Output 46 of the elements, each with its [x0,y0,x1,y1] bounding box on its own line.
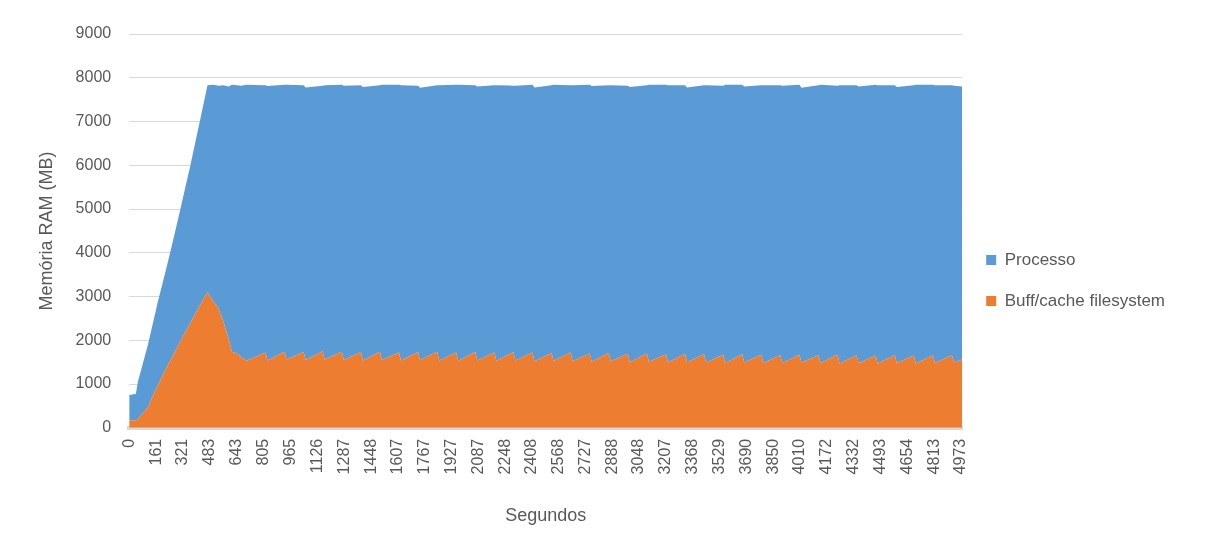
x-tick-label: 1607 [388,438,406,475]
y-tick-label: 8000 [75,68,112,86]
x-tick-label: 643 [227,438,245,466]
x-tick-label: 3207 [656,438,674,475]
x-tick-label: 1126 [307,438,325,474]
x-tick-label: 4973 [951,438,969,475]
x-tick-label: 1927 [441,438,459,475]
x-tick-label: 3850 [763,438,781,475]
x-tick-label: 3690 [736,438,754,475]
legend-label: Processo [1004,249,1076,269]
x-axis-title: Segundos [505,505,587,526]
x-tick-label: 1448 [361,438,379,475]
x-tick-label: 4172 [817,438,835,475]
x-tick-label: 1287 [334,438,352,475]
y-tick-label: 4000 [75,243,112,261]
x-tick-label: 3368 [682,438,700,475]
y-tick-label: 0 [102,418,112,436]
legend-label: Buff/cache filesystem [1004,290,1166,310]
x-tick-label: 4654 [898,438,916,475]
x-tick-label: 2087 [468,438,486,475]
x-tick-label: 2248 [495,438,513,475]
x-tick-label: 4813 [924,438,942,475]
x-tick-label: 2888 [602,438,620,475]
x-tick-label: 4010 [790,438,808,475]
y-tick-label: 2000 [75,330,112,348]
x-tick-label: 2727 [575,438,593,475]
x-tick-label: 2568 [549,438,567,475]
y-tick-label: 5000 [75,199,112,217]
x-tick-label: 4332 [844,438,862,475]
x-tick-label: 483 [200,438,218,466]
x-tick-label: 321 [173,438,191,466]
y-tick-label: 1000 [75,374,112,392]
x-tick-label: 3048 [629,438,647,475]
y-tick-label: 7000 [75,111,112,129]
y-axis-title: Memória RAM (MB) [35,151,56,311]
y-tick-label: 3000 [75,286,112,304]
x-tick-label: 805 [254,438,272,466]
x-tick-label: 965 [281,438,299,466]
y-tick-label: 6000 [75,155,112,173]
x-tick-label: 3529 [709,438,727,475]
x-tick-label: 161 [146,438,164,466]
x-tick-label: 0 [119,438,137,448]
x-tick-label: 2408 [522,438,540,475]
x-tick-label: 4493 [871,438,889,475]
y-tick-label: 9000 [75,24,112,42]
x-tick-label: 1767 [415,438,433,475]
